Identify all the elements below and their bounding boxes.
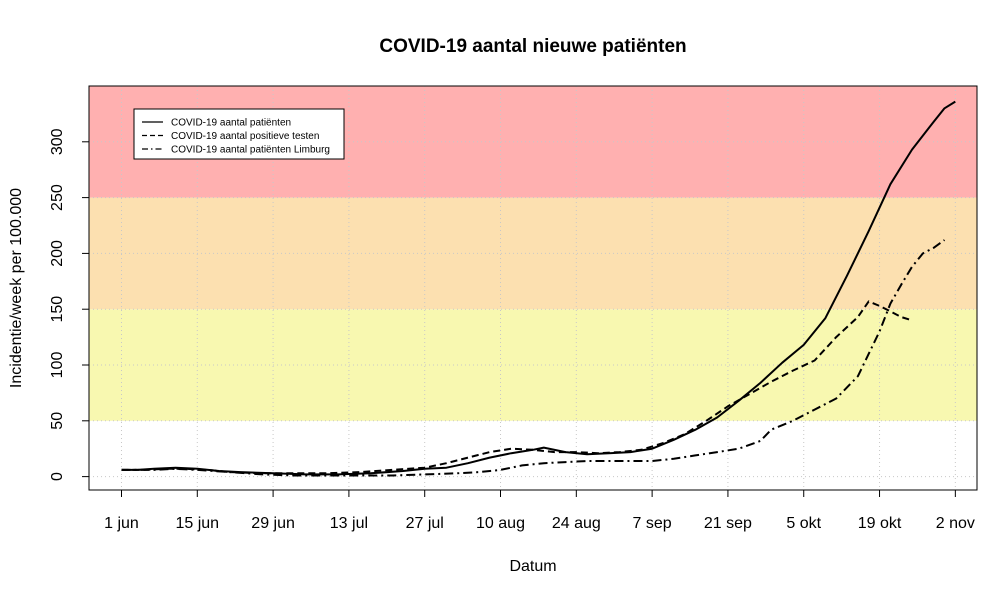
legend-label-0: COVID-19 aantal patiënten — [171, 118, 291, 129]
legend: COVID-19 aantal patiënten COVID-19 aantal… — [133, 108, 345, 160]
y-tick-label-6: 300 — [49, 128, 66, 155]
risk-band-0 — [89, 420, 977, 477]
x-tick-label-10: 19 okt — [858, 515, 902, 532]
legend-label-2: COVID-19 aantal patiënten Limburg — [171, 145, 330, 156]
series-lines — [121, 100, 956, 477]
x-tick-label-11: 2 nov — [936, 515, 975, 532]
y-tick-label-4: 200 — [49, 240, 66, 267]
legend-label-1: COVID-19 aantal positieve testen — [171, 131, 319, 142]
y-tick-label-0: 0 — [49, 472, 66, 481]
x-tick-label-5: 10 aug — [476, 515, 525, 532]
x-tick-label-2: 29 jun — [251, 515, 295, 532]
y-tick-label-5: 250 — [49, 184, 66, 211]
x-tick-label-0: 1 jun — [104, 515, 139, 532]
x-tick-label-3: 13 jul — [330, 515, 368, 532]
x-tick-label-1: 15 jun — [175, 515, 219, 532]
y-axis-title: Incidentie/week per 100.000 — [8, 188, 25, 388]
x-tick-label-8: 21 sep — [704, 515, 752, 532]
x-tick-label-4: 27 jul — [406, 515, 444, 532]
x-axis-title: Datum — [509, 558, 556, 575]
y-tick-label-2: 100 — [49, 352, 66, 379]
series-line-1 — [121, 300, 913, 475]
y-tick-label-3: 150 — [49, 296, 66, 323]
legend-box — [133, 108, 345, 160]
y-tick-label-1: 50 — [49, 412, 66, 430]
x-tick-label-7: 7 sep — [633, 515, 672, 532]
gridlines — [89, 86, 977, 490]
chart-title: COVID-19 aantal nieuwe patiënten — [379, 36, 686, 57]
series-line-2 — [121, 239, 946, 477]
x-tick-label-6: 24 aug — [552, 515, 601, 532]
y-axis: 0 50 100 150 200 250 300 — [49, 128, 90, 481]
x-axis: 1 jun 15 jun 29 jun 13 jul 27 jul 10 aug 24 au… — [104, 489, 975, 532]
x-tick-label-9: 5 okt — [786, 515, 821, 532]
